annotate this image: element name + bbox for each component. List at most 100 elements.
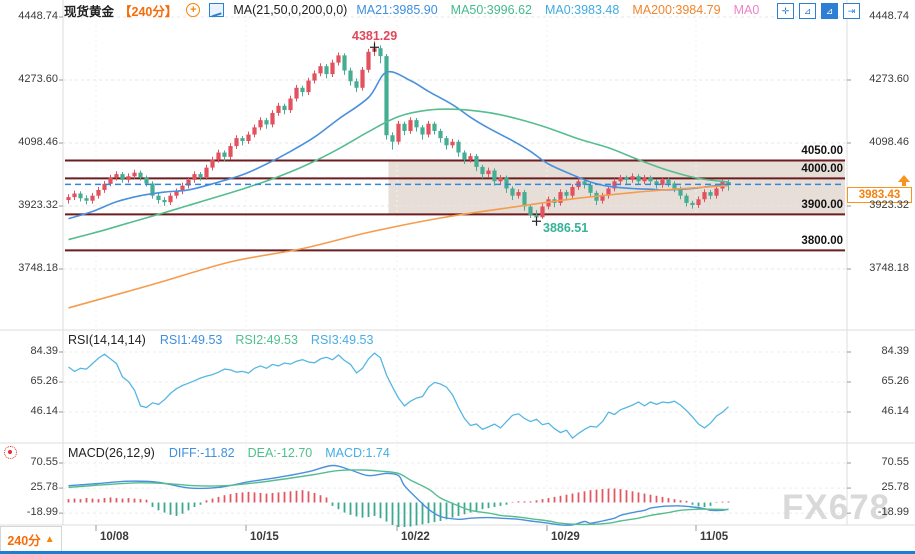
candle-69 bbox=[480, 166, 485, 175]
date-label-10/22: 10/22 bbox=[401, 531, 430, 543]
candle-87 bbox=[588, 184, 593, 193]
candle-72 bbox=[498, 177, 503, 182]
macd-values: DIFF:-11.82 DEA:-12.70 MACD:1.74 bbox=[169, 446, 390, 460]
candle-25 bbox=[216, 152, 221, 160]
candle-17 bbox=[168, 195, 173, 203]
ma21-line bbox=[68, 70, 729, 220]
candle-89 bbox=[600, 195, 605, 201]
candle-55 bbox=[396, 123, 401, 142]
candle-93 bbox=[624, 177, 629, 180]
rsi-axis-right-1: 65.26 bbox=[881, 374, 909, 387]
candle-53 bbox=[384, 56, 389, 136]
candle-0 bbox=[66, 197, 71, 201]
candle-42 bbox=[318, 66, 323, 74]
candle-75 bbox=[516, 192, 521, 196]
timeframe-button-label: 240分 bbox=[7, 533, 41, 548]
candle-77 bbox=[528, 206, 533, 216]
watermark: FX678 bbox=[782, 488, 891, 527]
candle-36 bbox=[282, 105, 287, 111]
candle-98 bbox=[654, 181, 659, 185]
date-label-10/15: 10/15 bbox=[250, 531, 279, 543]
candle-76 bbox=[522, 192, 527, 207]
candle-110 bbox=[726, 182, 731, 185]
candle-34 bbox=[270, 112, 275, 125]
crosshair-target-icon[interactable] bbox=[4, 446, 17, 459]
exit-chart-icon[interactable]: ⇥ bbox=[843, 3, 860, 19]
rsi-value-2: RSI3:49.53 bbox=[310, 333, 374, 347]
candle-78 bbox=[534, 215, 539, 218]
symbol-name: 现货黄金 bbox=[64, 4, 115, 19]
candle-21 bbox=[192, 174, 197, 180]
candle-94 bbox=[630, 176, 635, 180]
candle-8 bbox=[114, 174, 119, 178]
candle-56 bbox=[402, 123, 407, 131]
add-indicator-icon[interactable]: + bbox=[186, 3, 201, 17]
candle-58 bbox=[414, 120, 419, 128]
macd-value-0: DIFF:-11.82 bbox=[168, 446, 235, 460]
candle-61 bbox=[432, 123, 437, 131]
ma-value-2: MA0:3983.48 bbox=[544, 3, 620, 17]
candle-105 bbox=[696, 199, 701, 206]
chart-toolbar: ✛ ⊿ ⊿ ⇥ bbox=[777, 3, 860, 19]
timeframe-button[interactable]: 240分 ▲ bbox=[0, 526, 62, 552]
candle-90 bbox=[606, 188, 611, 196]
chart-header: 现货黄金 【240分】 + MA(21,50,0,200,0,0) MA21:3… bbox=[64, 2, 759, 19]
price-axis-left-3: 3923.32 bbox=[18, 199, 58, 211]
macd-axis-right-2: -18.99 bbox=[877, 506, 909, 519]
macd-value-1: DEA:-12.70 bbox=[247, 446, 313, 460]
level-label-3900.00: 3900.00 bbox=[801, 199, 843, 212]
macd-legend: MACD(26,12,9) DIFF:-11.82 DEA:-12.70 MACD:… bbox=[68, 446, 390, 460]
candle-54 bbox=[390, 135, 395, 142]
price-axis-left-1: 4273.60 bbox=[18, 73, 58, 85]
candle-86 bbox=[582, 181, 587, 185]
candle-41 bbox=[312, 73, 317, 81]
candle-48 bbox=[354, 81, 359, 88]
candle-66 bbox=[462, 152, 467, 160]
pan-icon[interactable]: ✛ bbox=[777, 3, 794, 19]
candle-15 bbox=[156, 195, 161, 201]
level-label-3800.00: 3800.00 bbox=[801, 235, 843, 248]
date-label-10/08: 10/08 bbox=[100, 531, 129, 543]
line-chart-icon[interactable] bbox=[209, 3, 225, 17]
candle-32 bbox=[258, 120, 263, 128]
candle-16 bbox=[162, 200, 167, 203]
candle-70 bbox=[486, 170, 491, 175]
candle-60 bbox=[426, 123, 431, 135]
ma-value-1: MA50:3996.62 bbox=[450, 3, 532, 17]
high-price-annotation: 4381.29 bbox=[352, 29, 398, 43]
candle-99 bbox=[660, 179, 665, 185]
candle-103 bbox=[684, 195, 689, 203]
candle-62 bbox=[438, 130, 443, 139]
candle-96 bbox=[642, 177, 647, 182]
candle-1 bbox=[72, 193, 77, 198]
candle-50 bbox=[366, 51, 371, 70]
price-axis-right-2: 4098.46 bbox=[869, 136, 909, 148]
candle-20 bbox=[186, 179, 191, 186]
axis-zoom-icon[interactable]: ⊿ bbox=[799, 3, 816, 19]
candle-6 bbox=[102, 183, 107, 190]
ma-value-3: MA200:3984.79 bbox=[632, 3, 721, 17]
ma-settings-label: MA(21,50,0,200,0,0) bbox=[233, 3, 348, 17]
candle-43 bbox=[324, 66, 329, 75]
candle-64 bbox=[450, 141, 455, 146]
candle-13 bbox=[144, 177, 149, 184]
candle-79 bbox=[540, 206, 545, 218]
candle-100 bbox=[666, 179, 671, 184]
dea-line bbox=[68, 469, 729, 526]
rsi-value-0: RSI1:49.53 bbox=[159, 333, 223, 347]
macd-title: MACD(26,12,9) bbox=[68, 446, 155, 460]
level-label-4000.00: 4000.00 bbox=[801, 163, 843, 176]
candle-45 bbox=[336, 55, 341, 63]
indicator-panel-icon[interactable]: ⊿ bbox=[821, 3, 838, 19]
horizontal-scrollbar[interactable] bbox=[0, 551, 915, 554]
candle-33 bbox=[264, 120, 269, 125]
rsi-axis-left-0: 84.39 bbox=[30, 345, 58, 357]
candle-9 bbox=[120, 174, 125, 180]
candle-63 bbox=[444, 138, 449, 146]
candle-108 bbox=[714, 188, 719, 196]
candle-73 bbox=[504, 177, 509, 189]
candle-104 bbox=[690, 202, 695, 206]
price-axis-right-3: 3923.32 bbox=[869, 199, 909, 211]
